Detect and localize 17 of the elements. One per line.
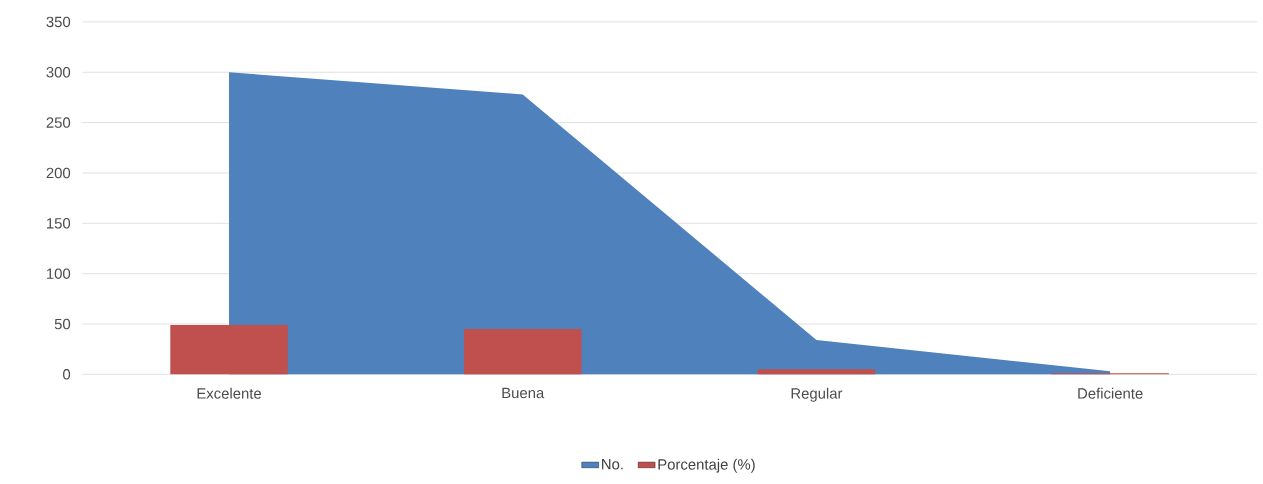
y-tick-label: 200	[46, 167, 71, 179]
bar	[757, 369, 876, 375]
y-tick-label: 150	[47, 218, 71, 229]
y-tick-label: 300	[46, 67, 71, 78]
y-tick-label: 250	[46, 117, 71, 128]
y-tick-label: 0	[63, 369, 71, 380]
x-tick-label: Regular	[791, 387, 843, 402]
legend-label: Porcentaje (%)	[658, 458, 755, 473]
bar	[464, 329, 582, 375]
x-tick-label: Buena	[502, 387, 545, 399]
bar	[170, 325, 288, 375]
y-tick-label: 50	[54, 318, 71, 330]
x-tick-label: Excelente	[197, 387, 262, 399]
legend-label: No.	[602, 459, 623, 470]
x-tick-label: Deficiente	[1078, 387, 1143, 399]
y-tick-label: 350	[46, 16, 71, 28]
y-tick-label: 100	[47, 268, 71, 279]
